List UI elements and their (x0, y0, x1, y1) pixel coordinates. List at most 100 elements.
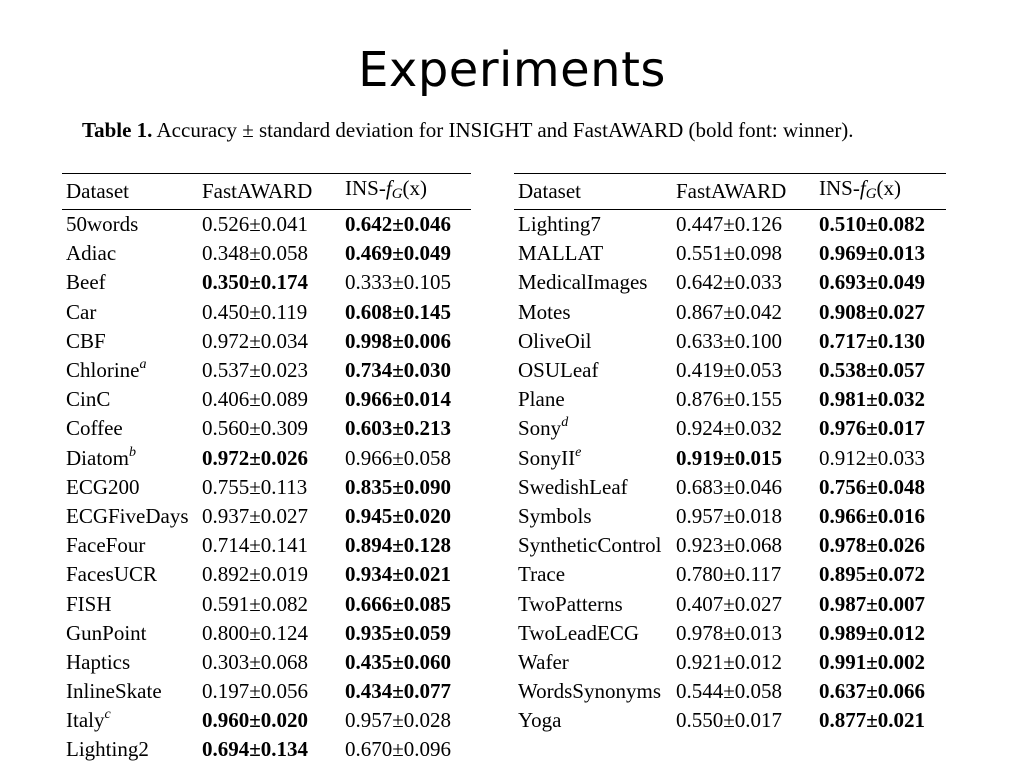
cell-insight: 0.989±0.012 (819, 620, 926, 645)
cell-insight: 0.666±0.085 (345, 591, 452, 616)
table-row: FISH 0.591±0.082 0.666±0.085 (62, 589, 471, 618)
table-row: ECG200 0.755±0.113 0.835±0.090 (62, 473, 471, 502)
results-table-left: Dataset FastAWARD INS-fG(x) 50words 0.526… (62, 173, 471, 765)
table-row: Lighting7 0.447±0.126 0.510±0.082 (514, 210, 946, 240)
cell-dataset: Car (66, 299, 97, 324)
table-row: SwedishLeaf 0.683±0.046 0.756±0.048 (514, 473, 946, 502)
caption-label: Table 1. (82, 118, 153, 142)
cell-dataset: Trace (518, 562, 566, 587)
cell-insight: 0.935±0.059 (345, 620, 452, 645)
cell-insight: 0.435±0.060 (345, 649, 452, 674)
cell-insight: 0.945±0.020 (345, 503, 452, 528)
header-insight: INS-fG(x) (815, 173, 946, 210)
cell-fastaward: 0.591±0.082 (202, 591, 309, 616)
cell-dataset: SyntheticControl (518, 533, 662, 558)
cell-dataset: MedicalImages (518, 270, 648, 295)
cell-fastaward: 0.972±0.026 (202, 445, 309, 470)
table-row: Plane 0.876±0.155 0.981±0.032 (514, 385, 946, 414)
cell-dataset: SwedishLeaf (518, 474, 628, 499)
cell-fastaward: 0.447±0.126 (676, 212, 783, 237)
table-row: Trace 0.780±0.117 0.895±0.072 (514, 560, 946, 589)
cell-insight: 0.976±0.017 (819, 416, 926, 441)
table-header-row: Dataset FastAWARD INS-fG(x) (514, 173, 946, 210)
cell-insight: 0.998±0.006 (345, 328, 452, 353)
table-row: Symbols 0.957±0.018 0.966±0.016 (514, 502, 946, 531)
cell-dataset: OSULeaf (518, 358, 599, 383)
cell-insight: 0.333±0.105 (345, 270, 452, 295)
cell-insight: 0.966±0.058 (345, 445, 452, 470)
cell-fastaward: 0.348±0.058 (202, 241, 309, 266)
cell-dataset: Lighting7 (518, 212, 601, 237)
cell-insight: 0.934±0.021 (345, 562, 452, 587)
cell-fastaward: 0.921±0.012 (676, 649, 783, 674)
cell-fastaward: 0.957±0.018 (676, 503, 783, 528)
cell-fastaward: 0.560±0.309 (202, 416, 309, 441)
cell-fastaward: 0.450±0.119 (202, 299, 308, 324)
cell-dataset: TwoPatterns (518, 591, 623, 616)
table-row: Car 0.450±0.119 0.608±0.145 (62, 298, 471, 327)
cell-fastaward: 0.978±0.013 (676, 620, 783, 645)
cell-dataset: MALLAT (518, 241, 604, 266)
cell-insight: 0.469±0.049 (345, 241, 452, 266)
cell-insight: 0.895±0.072 (819, 562, 926, 587)
table-row: SyntheticControl 0.923±0.068 0.978±0.026 (514, 531, 946, 560)
cell-fastaward: 0.780±0.117 (676, 562, 782, 587)
cell-insight: 0.966±0.014 (345, 387, 452, 412)
cell-dataset: ECG200 (66, 474, 140, 499)
cell-fastaward: 0.937±0.027 (202, 503, 309, 528)
caption-text: Accuracy ± standard deviation for INSIGH… (152, 118, 854, 142)
cell-dataset: CBF (66, 328, 106, 353)
cell-fastaward: 0.197±0.056 (202, 679, 309, 704)
cell-dataset: OliveOil (518, 328, 592, 353)
cell-insight: 0.434±0.077 (345, 679, 452, 704)
table-row: MALLAT 0.551±0.098 0.969±0.013 (514, 239, 946, 268)
cell-insight: 0.734±0.030 (345, 358, 452, 383)
cell-fastaward: 0.544±0.058 (676, 679, 783, 704)
header-fastaward: FastAWARD (672, 173, 815, 210)
cell-fastaward: 0.550±0.017 (676, 708, 783, 733)
cell-fastaward: 0.407±0.027 (676, 591, 783, 616)
cell-fastaward: 0.923±0.068 (676, 533, 783, 558)
table-row: Adiac 0.348±0.058 0.469±0.049 (62, 239, 471, 268)
cell-fastaward: 0.924±0.032 (676, 416, 783, 441)
table-row: Coffee 0.560±0.309 0.603±0.213 (62, 414, 471, 443)
cell-insight: 0.877±0.021 (819, 708, 926, 733)
cell-dataset: Chlorinea (66, 357, 147, 383)
cell-dataset: 50words (66, 212, 139, 237)
table-row: GunPoint 0.800±0.124 0.935±0.059 (62, 619, 471, 648)
table-row: InlineSkate 0.197±0.056 0.434±0.077 (62, 677, 471, 706)
header-dataset: Dataset (514, 173, 672, 210)
cell-fastaward: 0.683±0.046 (676, 474, 783, 499)
cell-dataset: Motes (518, 299, 571, 324)
cell-fastaward: 0.755±0.113 (202, 474, 308, 499)
cell-insight: 0.894±0.128 (345, 533, 452, 558)
cell-dataset: TwoLeadECG (518, 620, 639, 645)
cell-dataset: Yoga (518, 708, 562, 733)
cell-dataset: GunPoint (66, 620, 147, 645)
cell-dataset: FISH (66, 591, 112, 616)
cell-insight: 0.538±0.057 (819, 358, 926, 383)
cell-dataset: Coffee (66, 416, 123, 441)
cell-dataset: Sonyd (518, 415, 569, 441)
cell-insight: 0.603±0.213 (345, 416, 452, 441)
cell-fastaward: 0.633±0.100 (676, 328, 783, 353)
table-row: Sonyd 0.924±0.032 0.976±0.017 (514, 414, 946, 443)
cell-fastaward: 0.714±0.141 (202, 533, 309, 558)
cell-dataset: Diatomb (66, 444, 136, 470)
cell-insight: 0.637±0.066 (819, 679, 926, 704)
cell-fastaward: 0.892±0.019 (202, 562, 309, 587)
cell-insight: 0.991±0.002 (819, 649, 926, 674)
cell-insight: 0.693±0.049 (819, 270, 926, 295)
table-row: Wafer 0.921±0.012 0.991±0.002 (514, 648, 946, 677)
cell-insight: 0.978±0.026 (819, 533, 926, 558)
cell-fastaward: 0.419±0.053 (676, 358, 783, 383)
table-row: CinC 0.406±0.089 0.966±0.014 (62, 385, 471, 414)
cell-insight: 0.835±0.090 (345, 474, 452, 499)
table-row: MedicalImages 0.642±0.033 0.693±0.049 (514, 268, 946, 297)
cell-fastaward: 0.537±0.023 (202, 358, 309, 383)
cell-dataset: Wafer (518, 649, 569, 674)
table-row: OliveOil 0.633±0.100 0.717±0.130 (514, 327, 946, 356)
table-row: FacesUCR 0.892±0.019 0.934±0.021 (62, 560, 471, 589)
table-caption: Table 1. Accuracy ± standard deviation f… (82, 117, 982, 143)
cell-fastaward: 0.972±0.034 (202, 328, 309, 353)
